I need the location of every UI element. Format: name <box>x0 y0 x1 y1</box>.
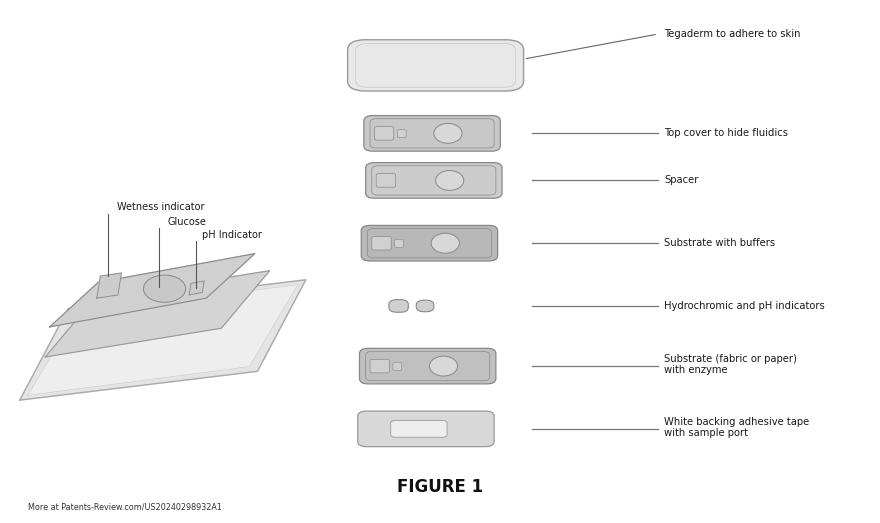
FancyBboxPatch shape <box>366 163 502 198</box>
Text: Substrate (fabric or paper): Substrate (fabric or paper) <box>664 354 797 365</box>
Text: Hydrochromic and pH indicators: Hydrochromic and pH indicators <box>664 301 825 311</box>
FancyBboxPatch shape <box>359 348 496 384</box>
Text: with sample port: with sample port <box>664 427 748 438</box>
Ellipse shape <box>143 275 186 302</box>
FancyBboxPatch shape <box>394 240 403 247</box>
FancyBboxPatch shape <box>397 130 406 138</box>
Text: Spacer: Spacer <box>664 175 699 186</box>
Polygon shape <box>19 280 306 400</box>
FancyBboxPatch shape <box>391 420 447 437</box>
Text: Top cover to hide fluidics: Top cover to hide fluidics <box>664 128 788 139</box>
Text: Tegaderm to adhere to skin: Tegaderm to adhere to skin <box>664 29 801 39</box>
Text: Substrate with buffers: Substrate with buffers <box>664 238 775 248</box>
Text: with enzyme: with enzyme <box>664 365 728 375</box>
Text: Wetness indicator: Wetness indicator <box>117 202 204 212</box>
Text: More at Patents-Review.com/US20240298932A1: More at Patents-Review.com/US20240298932… <box>28 503 222 512</box>
Text: White backing adhesive tape: White backing adhesive tape <box>664 417 810 427</box>
Text: FIGURE 1: FIGURE 1 <box>397 479 483 496</box>
Text: Glucose: Glucose <box>167 217 206 227</box>
FancyBboxPatch shape <box>371 236 392 250</box>
Polygon shape <box>49 254 255 327</box>
FancyBboxPatch shape <box>357 411 495 447</box>
FancyBboxPatch shape <box>392 362 401 370</box>
Ellipse shape <box>436 170 464 190</box>
Ellipse shape <box>434 123 462 143</box>
Ellipse shape <box>431 233 459 253</box>
Polygon shape <box>97 273 121 298</box>
FancyBboxPatch shape <box>375 127 394 140</box>
Polygon shape <box>28 285 297 395</box>
FancyBboxPatch shape <box>370 359 389 373</box>
Polygon shape <box>46 271 270 357</box>
FancyBboxPatch shape <box>389 300 408 312</box>
FancyBboxPatch shape <box>416 300 434 312</box>
Polygon shape <box>189 281 204 295</box>
Text: pH Indicator: pH Indicator <box>202 230 262 240</box>
FancyBboxPatch shape <box>361 225 498 261</box>
FancyBboxPatch shape <box>364 116 501 151</box>
FancyBboxPatch shape <box>377 174 396 187</box>
FancyBboxPatch shape <box>348 40 524 91</box>
Ellipse shape <box>429 356 458 376</box>
